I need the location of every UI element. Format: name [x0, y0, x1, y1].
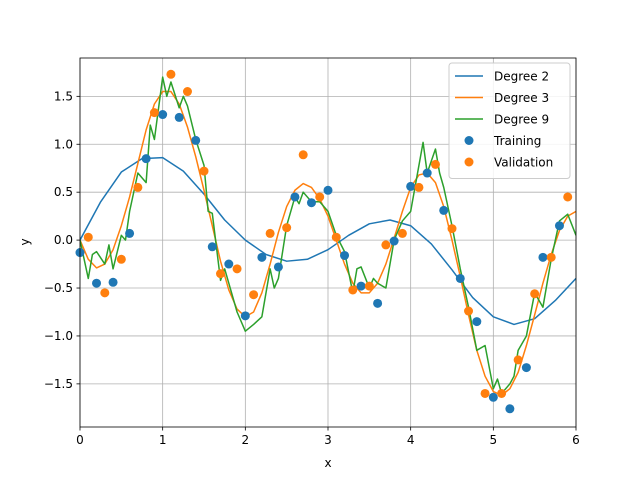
legend-swatch-validation	[464, 157, 474, 167]
x-tick-label: 3	[324, 433, 332, 447]
data-point-training	[323, 185, 333, 195]
data-point-validation	[166, 69, 176, 79]
data-point-validation	[83, 232, 93, 242]
data-point-training	[505, 404, 515, 414]
data-point-training	[158, 110, 168, 120]
legend-label-degree-2: Degree 2	[494, 70, 549, 84]
data-point-training	[455, 273, 465, 283]
data-point-training	[207, 242, 217, 252]
data-point-training	[488, 392, 498, 402]
data-point-validation	[397, 228, 407, 238]
data-point-training	[125, 228, 135, 238]
data-point-training	[306, 198, 316, 208]
data-point-validation	[199, 166, 209, 176]
data-point-validation	[546, 252, 556, 262]
data-point-training	[422, 168, 432, 178]
data-point-validation	[149, 108, 159, 118]
legend-box	[448, 62, 571, 179]
data-point-validation	[116, 254, 126, 264]
data-point-validation	[381, 240, 391, 250]
data-point-training	[373, 298, 383, 308]
data-point-training	[538, 252, 548, 262]
data-point-training	[141, 154, 151, 164]
legend-label-degree-3: Degree 3	[494, 91, 549, 105]
data-point-training	[340, 250, 350, 260]
series-line-degree-2	[80, 156, 576, 326]
legend-swatch-training	[464, 136, 474, 145]
x-tick-label: 1	[159, 433, 167, 447]
data-point-training	[521, 363, 531, 373]
data-point-training	[240, 311, 250, 321]
data-point-validation	[513, 355, 523, 365]
data-point-validation	[232, 264, 242, 274]
x-tick-label: 5	[490, 433, 498, 447]
x-tick-label: 2	[242, 433, 250, 447]
y-tick-label: −1.0	[44, 329, 73, 343]
data-point-training	[92, 278, 102, 288]
data-point-training	[356, 281, 366, 291]
data-point-validation	[430, 159, 440, 169]
y-axis-label: y	[18, 238, 32, 245]
data-point-training	[257, 252, 267, 262]
data-point-validation	[480, 388, 490, 398]
data-point-validation	[447, 224, 457, 234]
data-point-validation	[563, 192, 573, 202]
y-tick-label: 1.5	[54, 89, 73, 103]
data-point-training	[406, 181, 416, 191]
y-tick-label: 0.0	[54, 233, 73, 247]
data-point-validation	[133, 182, 143, 192]
data-point-training	[554, 221, 564, 231]
legend-label-training: Training	[493, 134, 541, 148]
series-line-degree-3	[80, 90, 576, 397]
data-point-training	[290, 192, 300, 202]
data-point-validation	[216, 269, 226, 279]
x-tick-label: 0	[76, 433, 84, 447]
data-point-validation	[282, 223, 292, 233]
data-point-validation	[348, 285, 358, 295]
y-tick-label: −0.5	[44, 281, 73, 295]
data-point-training	[174, 112, 184, 122]
data-point-validation	[265, 228, 275, 238]
legend: Degree 2 Degree 3 Degree 9 Training Validati…	[448, 62, 571, 179]
legend-label-validation: Validation	[494, 156, 553, 170]
data-point-validation	[100, 288, 110, 298]
data-point-validation	[464, 306, 474, 316]
data-point-validation	[497, 388, 507, 398]
x-tick-label: 6	[572, 433, 580, 447]
y-tick-label: 0.5	[54, 185, 73, 199]
data-point-validation	[414, 182, 424, 192]
data-point-validation	[182, 87, 192, 97]
series-layer	[75, 69, 576, 414]
data-point-training	[472, 317, 482, 327]
data-point-validation	[331, 232, 341, 242]
y-tick-label: −1.5	[44, 377, 73, 391]
data-point-validation	[530, 289, 540, 299]
data-point-training	[191, 135, 201, 145]
x-tick-label: 4	[407, 433, 415, 447]
data-point-validation	[298, 150, 308, 160]
axis-ticks: 0 1 2 3 4 5 6 −1.5 −1.0 −0.5 0.0 0.5 1.0 1.5	[44, 89, 580, 447]
x-axis-label: x	[324, 456, 331, 470]
legend-label-degree-9: Degree 9	[494, 113, 549, 127]
data-point-training	[273, 262, 283, 272]
data-point-training	[224, 259, 234, 269]
data-point-validation	[249, 290, 259, 300]
data-point-training	[108, 277, 118, 287]
data-point-training	[439, 205, 449, 215]
data-point-validation	[315, 192, 325, 202]
data-point-training	[389, 236, 399, 246]
y-tick-label: 1.0	[54, 137, 73, 151]
data-point-validation	[364, 281, 374, 291]
